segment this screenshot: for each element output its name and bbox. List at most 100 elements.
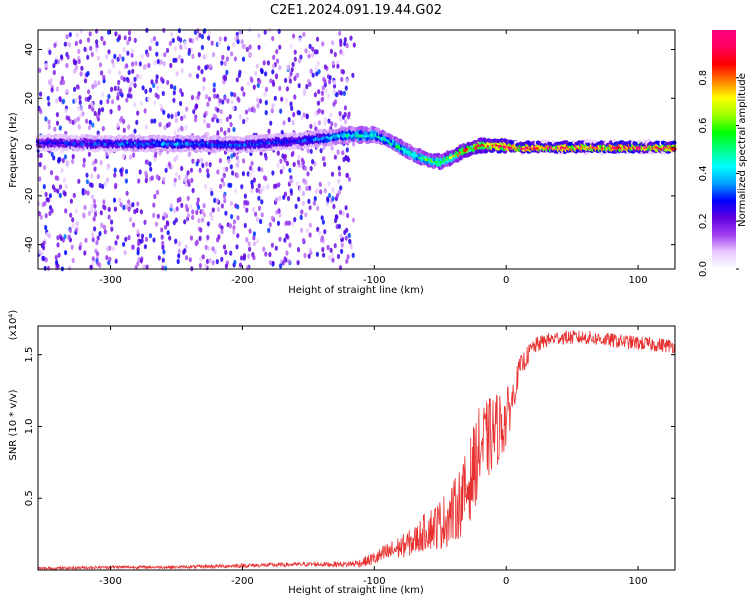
spectrogram-cell [307,198,311,204]
spectrogram-cell [250,160,254,166]
snr-y-tick-label: 0.5 [24,490,35,506]
spectrogram-cell [165,220,169,226]
spectrogram-cell [39,152,43,158]
spectrogram-cell [320,237,324,243]
spectrogram-cell [255,216,260,222]
spectrogram-cell [346,114,351,120]
spectrogram-cell [38,67,42,73]
spectrogram-cell [155,74,159,80]
colorbar-tick-label: 0.2 [698,213,709,229]
spectrogram-cell [254,70,258,76]
spectrogram-cell [258,79,262,85]
spectrogram-cell [233,56,237,62]
spectrogram-cell [178,54,182,60]
spectrogram-cell [232,225,236,231]
spectrogram-cell [296,247,301,253]
spectrogram-cell [95,28,99,34]
spectrogram-cell [127,206,131,212]
spectrogram-cell [83,204,87,210]
spectrogram-cell [152,36,157,42]
spectrogram-cell [88,104,92,110]
spectrogram-cell [315,36,320,42]
spectrogram-cell [266,184,270,190]
spectrogram-cell [53,42,57,48]
spectrogram-cell [303,252,307,259]
spectrogram-cell [62,177,67,183]
spectrogram-cell [179,44,183,50]
spectrogram-cell [138,74,142,80]
spectrogram-cell [289,178,293,184]
spectrogram-cell [50,151,54,157]
spectrogram-cell [117,35,121,41]
spectrogram-cell [200,217,205,223]
spectrogram-cell [101,183,105,190]
spectrogram-cell [201,162,205,168]
spectrogram-cell [259,218,263,225]
spectrogram-cell [62,98,66,104]
spectrogram-y-tick-label: 0 [24,144,35,150]
spectrogram-cell [99,159,103,166]
spectrogram-y-tick-label: 40 [24,43,35,56]
spectrogram-cell [127,124,131,130]
spectrogram-cell [248,165,253,171]
spectrogram-cell [126,93,130,99]
spectrogram-cell [212,82,216,88]
spectrogram-cell [257,183,261,189]
spectrogram-cell [236,215,240,221]
spectrogram-cell [143,244,147,250]
spectrogram-cell [200,69,204,75]
spectrogram-cell [236,173,240,179]
spectrogram-cell [93,110,97,116]
spectrogram-cell [87,89,91,95]
spectrogram-cell [340,76,344,82]
spectrogram-cell [297,58,302,64]
spectrogram-cell [49,77,54,83]
spectrogram-cell [153,193,157,200]
spectrogram-cell [195,239,199,245]
spectrogram-cell [329,247,333,253]
spectrogram-cell [183,177,187,183]
spectrogram-cell [331,60,335,66]
spectrogram-cell [269,78,273,84]
spectrogram-cell [67,115,71,121]
spectrogram-y-ticks: -40 -20 0 20 40 [24,43,675,253]
spectrogram-cell [64,250,68,256]
spectrogram-cell [54,254,58,261]
spectrogram-cell [340,242,344,248]
spectrogram-cell [264,110,268,116]
spectrogram-cell [150,79,154,85]
spectrogram-cell [216,118,220,124]
spectrogram-cell [188,72,192,78]
spectrogram-cell [317,120,321,126]
spectrogram-cell [269,120,273,126]
spectrogram-cell [219,183,223,189]
spectrogram-cell [259,67,264,73]
spectrogram-cell [272,183,277,189]
spectrogram-cell [341,50,345,57]
spectrogram-cell [148,233,153,239]
spectrogram-cell [163,125,167,131]
spectrogram-cell [184,244,188,250]
spectrogram-cell [88,31,92,37]
spectrogram-cell [242,253,247,259]
spectrogram-cell [264,86,269,92]
spectrogram-cell [98,231,102,237]
spectrogram-cell [87,210,91,216]
spectrogram-cell [231,105,235,111]
spectrogram-cell [220,225,224,231]
spectrogram-cell [167,113,171,119]
spectrogram-cell [87,151,91,157]
spectrogram-cell [161,90,165,97]
spectrogram-cell [276,220,281,226]
spectrogram-cell [72,192,76,198]
spectrogram-cell [196,94,200,100]
spectrogram-cell [133,209,137,215]
spectrogram-cell [229,182,233,188]
spectrogram-cell [283,157,287,163]
spectrogram-cell [275,209,279,215]
spectrogram-cell [106,165,110,171]
spectrogram-cell [56,242,60,248]
spectrogram-cell [208,258,212,264]
spectrogram-cell [278,195,282,201]
spectrogram-cell [279,108,283,114]
